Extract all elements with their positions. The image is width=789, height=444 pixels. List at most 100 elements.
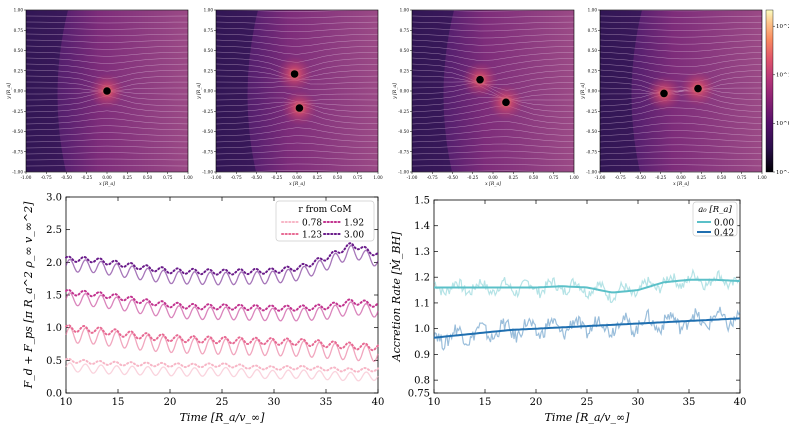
y-tick-label: 1.5 <box>414 196 430 207</box>
colorbar-tick-label: 10^1 <box>776 72 789 79</box>
x-tick-label: 10 <box>60 397 73 408</box>
streamline <box>26 21 188 24</box>
black-hole-2 <box>502 98 510 107</box>
x-tick-label: 20 <box>164 397 177 408</box>
y-tick-label: 0.75 <box>408 389 430 400</box>
legend-entry: 1.92 <box>344 219 364 229</box>
streamline <box>600 144 762 149</box>
x-tick-label: 35 <box>320 397 333 408</box>
streamline <box>26 51 188 57</box>
streamline <box>26 45 188 50</box>
density-panel-2: -1.00 -0.75 -0.50 -0.25 0.00 0.25 0.50 0.75 1.00… <box>196 8 383 188</box>
x-tick-label: -0.50 <box>251 175 262 180</box>
streamline <box>600 21 762 25</box>
streamline <box>26 118 188 125</box>
streamline <box>600 99 762 113</box>
y-tick-label: 0.75 <box>204 28 214 33</box>
streamline <box>26 125 188 131</box>
force-series-1.92-solid <box>65 292 379 322</box>
y-tick-label: -1.00 <box>12 170 23 175</box>
x-tick-label: 0.25 <box>697 175 707 180</box>
x-tick-label: -0.25 <box>467 175 478 180</box>
y-tick-label: 1.5 <box>46 291 62 302</box>
force-series-3.00-dotted <box>65 242 379 276</box>
x-axis-label: x [R_a] <box>99 181 115 187</box>
streamline <box>216 150 378 155</box>
streamline <box>216 45 378 55</box>
y-tick-label: -0.75 <box>586 149 597 154</box>
accretion-plot: 10 15 20 25 30 35 40 0.8 0.9 1.0 1.1 1.2 1.3 1.4 1.5 Ti… <box>389 196 746 425</box>
streamline <box>600 107 762 119</box>
legend-box <box>692 201 738 237</box>
y-tick-label: 0.25 <box>204 68 214 73</box>
black-hole-1 <box>103 87 111 95</box>
x-tick-label: -0.50 <box>61 175 72 180</box>
y-tick-label: 1.0 <box>414 324 430 335</box>
force-series-0.78-dotted <box>65 357 379 373</box>
streamline <box>26 152 188 155</box>
y-tick-label: 0.50 <box>588 48 598 53</box>
legend-title: r from CoM <box>298 205 351 215</box>
x-tick-label: -0.75 <box>427 175 438 180</box>
streamline <box>600 45 762 52</box>
accretion-series-0.00-mean <box>434 278 741 294</box>
x-tick-label: 0.00 <box>292 175 302 180</box>
y-tick-label: 0.00 <box>588 89 598 94</box>
streamline <box>412 45 574 54</box>
x-tick-label: -0.75 <box>615 175 626 180</box>
streamline <box>412 150 574 155</box>
streamline <box>26 57 188 64</box>
y-tick-label: 1.1 <box>414 298 430 309</box>
streamline <box>216 163 378 167</box>
legend-entry: 0.00 <box>714 219 734 229</box>
x-tick-label: 0.75 <box>737 175 747 180</box>
streamline <box>26 33 188 37</box>
x-tick-label: 30 <box>632 397 645 408</box>
y-axis-label: y [R_a] <box>580 83 586 100</box>
x-tick-label: 40 <box>372 397 385 408</box>
streamline <box>216 27 378 32</box>
y-tick-label: -0.75 <box>398 149 409 154</box>
y-axis-label: y [R_a] <box>196 83 202 100</box>
x-tick-label: 0.50 <box>529 175 539 180</box>
x-tick-label: 40 <box>734 397 747 408</box>
force-plot: 10 15 20 25 30 35 40 0.0 0.5 1.0 1.5 2.0 2.5 3.0 Time … <box>22 193 384 425</box>
y-tick-label: -0.25 <box>202 109 213 114</box>
density-panels: -1.00 -0.75 -0.50 -0.25 0.00 0.25 0.50 0.75 1.00… <box>6 8 767 188</box>
x-tick-label: 0.50 <box>333 175 343 180</box>
y-tick-label: 0.50 <box>400 48 410 53</box>
streamline <box>600 164 762 167</box>
legend-title: a₀ [R_a] <box>698 205 732 215</box>
accretion-legend: a₀ [R_a] 0.000.42 <box>692 201 738 239</box>
black-hole-1 <box>290 70 299 78</box>
streamline <box>600 51 762 60</box>
streamline <box>412 51 574 61</box>
streamline <box>412 143 574 149</box>
y-tick-label: -0.25 <box>398 109 409 114</box>
streamline <box>26 110 188 119</box>
y-tick-label: 1.4 <box>414 221 430 232</box>
streamline <box>412 21 574 25</box>
y-tick-label: 0.50 <box>14 48 24 53</box>
streamline <box>26 63 188 72</box>
streamline <box>412 128 574 137</box>
plot-frame <box>433 199 741 394</box>
streamline <box>600 122 762 131</box>
streamline <box>600 151 762 155</box>
x-axis-label: x [R_a] <box>673 181 689 187</box>
bow-shock-region <box>412 10 454 172</box>
bow-shock-region <box>600 10 642 172</box>
y-tick-label: -1.00 <box>586 170 597 175</box>
x-axis-label: x [R_a] <box>485 181 501 187</box>
colorbar-tick-label: 10^2 <box>776 23 789 30</box>
streamline <box>26 139 188 143</box>
x-tick-label: 0.25 <box>123 175 133 180</box>
black-hole-2 <box>694 84 702 93</box>
legend-entry: 0.78 <box>302 219 322 229</box>
legend-entry: 1.23 <box>302 231 322 241</box>
y-tick-label: 0.0 <box>46 389 62 400</box>
y-tick-label: 2.5 <box>46 225 62 236</box>
streamline <box>216 156 378 161</box>
y-tick-label: 2.0 <box>46 258 62 269</box>
